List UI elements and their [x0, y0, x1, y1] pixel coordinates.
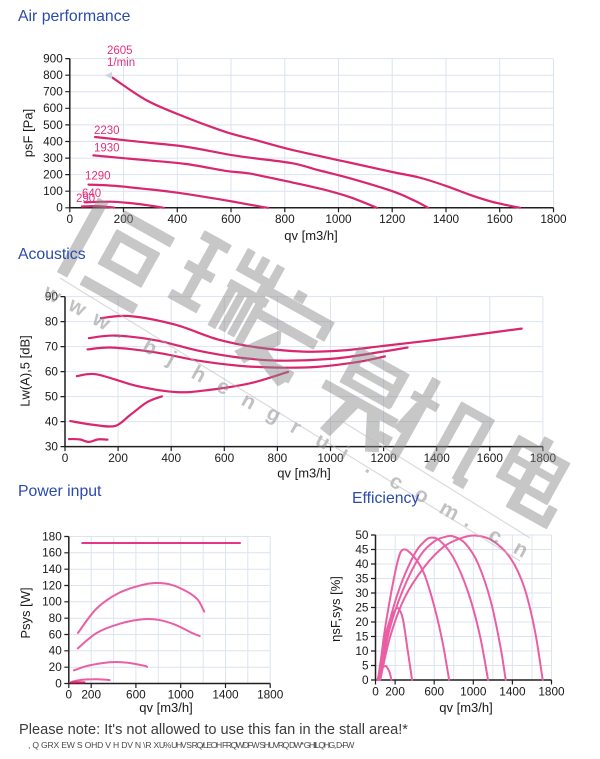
- svg-text:0: 0: [56, 201, 63, 215]
- svg-text:h: h: [188, 361, 210, 387]
- svg-text:70: 70: [45, 340, 59, 354]
- svg-text:2605: 2605: [107, 45, 133, 57]
- svg-text:200: 200: [43, 168, 63, 182]
- svg-text:1000: 1000: [317, 451, 344, 465]
- svg-text:15: 15: [355, 629, 369, 643]
- svg-text:n: n: [238, 388, 260, 414]
- svg-text:0: 0: [62, 451, 69, 465]
- svg-text:140: 140: [42, 562, 62, 576]
- svg-text:500: 500: [43, 118, 63, 132]
- svg-text:0: 0: [372, 685, 379, 699]
- svg-text:60: 60: [49, 627, 63, 641]
- svg-text:20: 20: [49, 660, 63, 674]
- svg-text:400: 400: [167, 212, 187, 226]
- svg-text:50: 50: [45, 390, 59, 404]
- svg-text:40: 40: [45, 415, 59, 429]
- svg-text:50: 50: [355, 528, 369, 542]
- svg-text:1600: 1600: [487, 212, 514, 226]
- svg-text:1930: 1930: [94, 143, 120, 155]
- svg-text:1400: 1400: [499, 685, 526, 699]
- svg-text:1200: 1200: [370, 451, 397, 465]
- svg-text:30: 30: [45, 440, 59, 454]
- svg-text:w: w: [88, 307, 115, 336]
- svg-text:800: 800: [275, 212, 295, 226]
- svg-text:80: 80: [45, 315, 59, 329]
- svg-text:600: 600: [424, 685, 444, 699]
- svg-text:45: 45: [355, 542, 369, 556]
- svg-text:20: 20: [355, 615, 369, 629]
- svg-text:0: 0: [362, 673, 369, 687]
- svg-text:600: 600: [43, 101, 63, 115]
- svg-text:0: 0: [55, 676, 62, 690]
- svg-text:800: 800: [268, 451, 288, 465]
- svg-text:1800: 1800: [538, 685, 565, 699]
- svg-text:1200: 1200: [379, 212, 406, 226]
- svg-text:180: 180: [42, 529, 62, 543]
- svg-text:10: 10: [355, 644, 369, 658]
- svg-text:Psys [W]: Psys [W]: [18, 587, 33, 638]
- svg-text:qv [m3/h]: qv [m3/h]: [277, 466, 330, 481]
- svg-text:200: 200: [385, 685, 405, 699]
- svg-text:640: 640: [82, 188, 101, 200]
- svg-text:0: 0: [66, 688, 73, 702]
- svg-text:200: 200: [81, 688, 101, 702]
- svg-text:100: 100: [43, 184, 63, 198]
- svg-text:1000: 1000: [460, 685, 487, 699]
- svg-text:1800: 1800: [530, 451, 557, 465]
- svg-text:90: 90: [45, 290, 59, 304]
- svg-text:1400: 1400: [433, 212, 460, 226]
- svg-text:psF [Pa]: psF [Pa]: [21, 109, 36, 157]
- svg-text:400: 400: [161, 451, 181, 465]
- svg-text:40: 40: [49, 644, 63, 658]
- svg-text:1/min: 1/min: [107, 57, 135, 69]
- svg-text:1400: 1400: [212, 688, 239, 702]
- svg-text:w: w: [39, 280, 66, 309]
- svg-text:1000: 1000: [168, 688, 195, 702]
- svg-text:600: 600: [126, 688, 146, 702]
- svg-text:.: .: [362, 455, 378, 478]
- svg-text:0: 0: [67, 212, 74, 226]
- svg-text:40: 40: [355, 557, 369, 571]
- svg-text:30: 30: [355, 586, 369, 600]
- svg-text:1400: 1400: [424, 451, 451, 465]
- svg-text:.: .: [114, 320, 130, 343]
- svg-text:400: 400: [43, 134, 63, 148]
- svg-text:120: 120: [42, 578, 62, 592]
- svg-text:m: m: [436, 496, 463, 525]
- svg-text:700: 700: [43, 85, 63, 99]
- svg-text:1000: 1000: [325, 212, 352, 226]
- svg-text:25: 25: [355, 600, 369, 614]
- svg-text:200: 200: [114, 212, 134, 226]
- svg-text:1800: 1800: [540, 212, 567, 226]
- svg-text:35: 35: [355, 571, 369, 585]
- svg-text:1290: 1290: [85, 171, 111, 183]
- svg-text:600: 600: [221, 212, 241, 226]
- svg-text:100: 100: [42, 595, 62, 609]
- svg-text:ηsF,sys [%]: ηsF,sys [%]: [328, 576, 343, 642]
- svg-text:60: 60: [45, 365, 59, 379]
- svg-text:80: 80: [49, 611, 63, 625]
- svg-text:Lw(A),5 [dB]: Lw(A),5 [dB]: [18, 335, 33, 407]
- svg-text:2230: 2230: [94, 125, 120, 137]
- svg-text:qv [m3/h]: qv [m3/h]: [439, 700, 492, 715]
- svg-text:600: 600: [214, 451, 234, 465]
- svg-text:qv [m3/h]: qv [m3/h]: [139, 700, 192, 715]
- svg-text:1800: 1800: [257, 688, 284, 702]
- svg-text:290: 290: [76, 193, 95, 205]
- svg-text:900: 900: [43, 52, 63, 66]
- svg-text:300: 300: [43, 151, 63, 165]
- svg-text:800: 800: [43, 68, 63, 82]
- svg-text:1600: 1600: [477, 451, 504, 465]
- svg-text:qv [m3/h]: qv [m3/h]: [284, 228, 337, 243]
- svg-text:160: 160: [42, 546, 62, 560]
- svg-text:5: 5: [362, 658, 369, 672]
- svg-text:200: 200: [108, 451, 128, 465]
